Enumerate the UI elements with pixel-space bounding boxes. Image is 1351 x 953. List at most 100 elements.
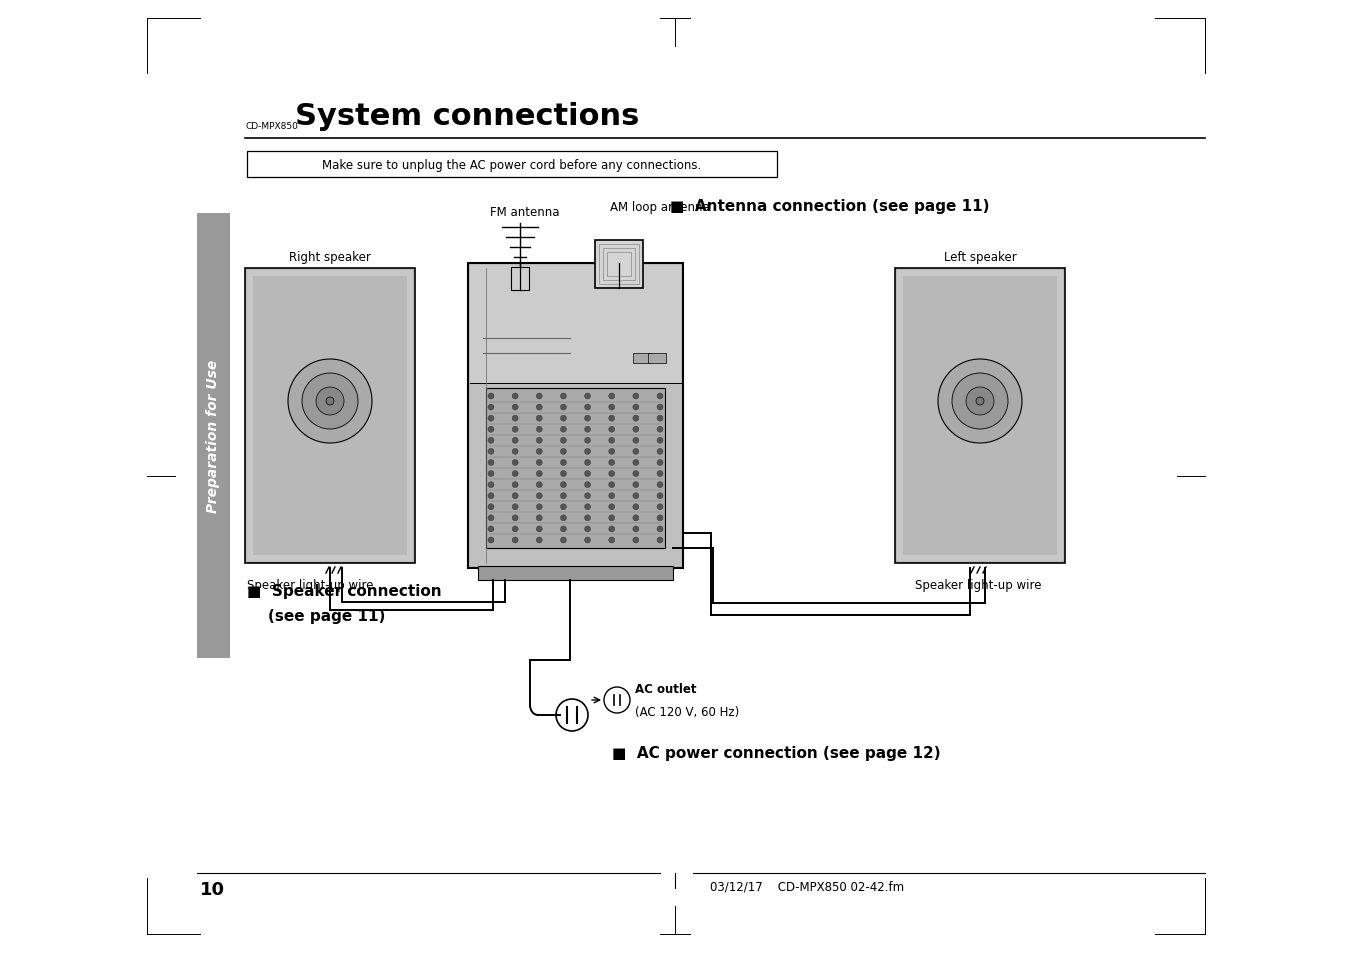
Circle shape bbox=[585, 427, 590, 433]
Circle shape bbox=[632, 516, 639, 521]
Circle shape bbox=[488, 437, 494, 444]
Circle shape bbox=[536, 526, 542, 533]
Circle shape bbox=[561, 394, 566, 399]
Circle shape bbox=[326, 397, 334, 406]
Circle shape bbox=[609, 482, 615, 488]
Circle shape bbox=[632, 471, 639, 477]
Text: (AC 120 V, 60 Hz): (AC 120 V, 60 Hz) bbox=[635, 705, 739, 719]
Bar bbox=[478, 566, 673, 580]
Circle shape bbox=[657, 427, 663, 433]
Circle shape bbox=[632, 427, 639, 433]
Circle shape bbox=[561, 493, 566, 499]
Circle shape bbox=[609, 449, 615, 455]
Circle shape bbox=[632, 504, 639, 510]
Circle shape bbox=[512, 405, 519, 411]
Circle shape bbox=[585, 437, 590, 444]
Bar bbox=[245, 269, 415, 563]
Circle shape bbox=[952, 374, 1008, 430]
Circle shape bbox=[512, 471, 519, 477]
Circle shape bbox=[512, 427, 519, 433]
Circle shape bbox=[488, 516, 494, 521]
Circle shape bbox=[657, 405, 663, 411]
Circle shape bbox=[609, 471, 615, 477]
Circle shape bbox=[288, 359, 372, 443]
Circle shape bbox=[657, 493, 663, 499]
Circle shape bbox=[536, 516, 542, 521]
Circle shape bbox=[657, 516, 663, 521]
Circle shape bbox=[561, 449, 566, 455]
Text: ■  Antenna connection (see page 11): ■ Antenna connection (see page 11) bbox=[670, 198, 990, 213]
Circle shape bbox=[512, 460, 519, 466]
Text: CD-MPX850: CD-MPX850 bbox=[245, 122, 297, 131]
Circle shape bbox=[585, 493, 590, 499]
Bar bbox=[511, 268, 530, 291]
Circle shape bbox=[561, 427, 566, 433]
Text: Speaker light-up wire: Speaker light-up wire bbox=[247, 578, 373, 592]
Circle shape bbox=[609, 516, 615, 521]
Circle shape bbox=[938, 359, 1021, 443]
Text: Make sure to unplug the AC power cord before any connections.: Make sure to unplug the AC power cord be… bbox=[323, 158, 701, 172]
Text: ■  Speaker connection: ■ Speaker connection bbox=[247, 583, 442, 598]
Text: Left speaker: Left speaker bbox=[943, 251, 1016, 264]
Circle shape bbox=[609, 437, 615, 444]
Circle shape bbox=[609, 405, 615, 411]
Circle shape bbox=[585, 537, 590, 543]
Bar bbox=[247, 152, 777, 178]
Circle shape bbox=[536, 504, 542, 510]
Circle shape bbox=[561, 537, 566, 543]
Circle shape bbox=[536, 449, 542, 455]
Circle shape bbox=[609, 416, 615, 422]
Circle shape bbox=[609, 460, 615, 466]
Circle shape bbox=[657, 460, 663, 466]
Text: 10: 10 bbox=[200, 880, 226, 898]
Circle shape bbox=[585, 482, 590, 488]
Circle shape bbox=[488, 394, 494, 399]
Circle shape bbox=[303, 374, 358, 430]
Circle shape bbox=[488, 537, 494, 543]
Text: (see page 11): (see page 11) bbox=[247, 608, 385, 623]
Circle shape bbox=[609, 504, 615, 510]
Text: System connections: System connections bbox=[295, 102, 639, 131]
Circle shape bbox=[657, 416, 663, 422]
Circle shape bbox=[632, 460, 639, 466]
Text: Preparation for Use: Preparation for Use bbox=[205, 359, 220, 512]
Circle shape bbox=[657, 482, 663, 488]
Circle shape bbox=[585, 504, 590, 510]
Circle shape bbox=[561, 526, 566, 533]
Circle shape bbox=[657, 504, 663, 510]
Bar bbox=[634, 354, 651, 364]
Circle shape bbox=[657, 394, 663, 399]
Text: Right speaker: Right speaker bbox=[289, 251, 372, 264]
Circle shape bbox=[657, 537, 663, 543]
Circle shape bbox=[585, 460, 590, 466]
Circle shape bbox=[561, 516, 566, 521]
Circle shape bbox=[609, 537, 615, 543]
Bar bbox=[467, 264, 684, 568]
Circle shape bbox=[585, 449, 590, 455]
Circle shape bbox=[561, 405, 566, 411]
Circle shape bbox=[657, 471, 663, 477]
Circle shape bbox=[632, 493, 639, 499]
Circle shape bbox=[536, 437, 542, 444]
Circle shape bbox=[561, 471, 566, 477]
Circle shape bbox=[512, 493, 519, 499]
Bar bbox=[894, 269, 1065, 563]
Bar bbox=[197, 213, 230, 659]
Bar bbox=[598, 245, 639, 285]
Circle shape bbox=[536, 394, 542, 399]
Circle shape bbox=[632, 394, 639, 399]
Circle shape bbox=[585, 526, 590, 533]
Circle shape bbox=[609, 394, 615, 399]
Circle shape bbox=[488, 471, 494, 477]
Circle shape bbox=[975, 397, 984, 406]
Circle shape bbox=[512, 449, 519, 455]
Bar bbox=[607, 253, 631, 276]
Circle shape bbox=[561, 416, 566, 422]
Circle shape bbox=[512, 526, 519, 533]
Bar bbox=[594, 241, 643, 289]
Circle shape bbox=[632, 526, 639, 533]
Bar bbox=[486, 389, 665, 548]
Circle shape bbox=[561, 482, 566, 488]
Circle shape bbox=[512, 437, 519, 444]
Circle shape bbox=[561, 460, 566, 466]
